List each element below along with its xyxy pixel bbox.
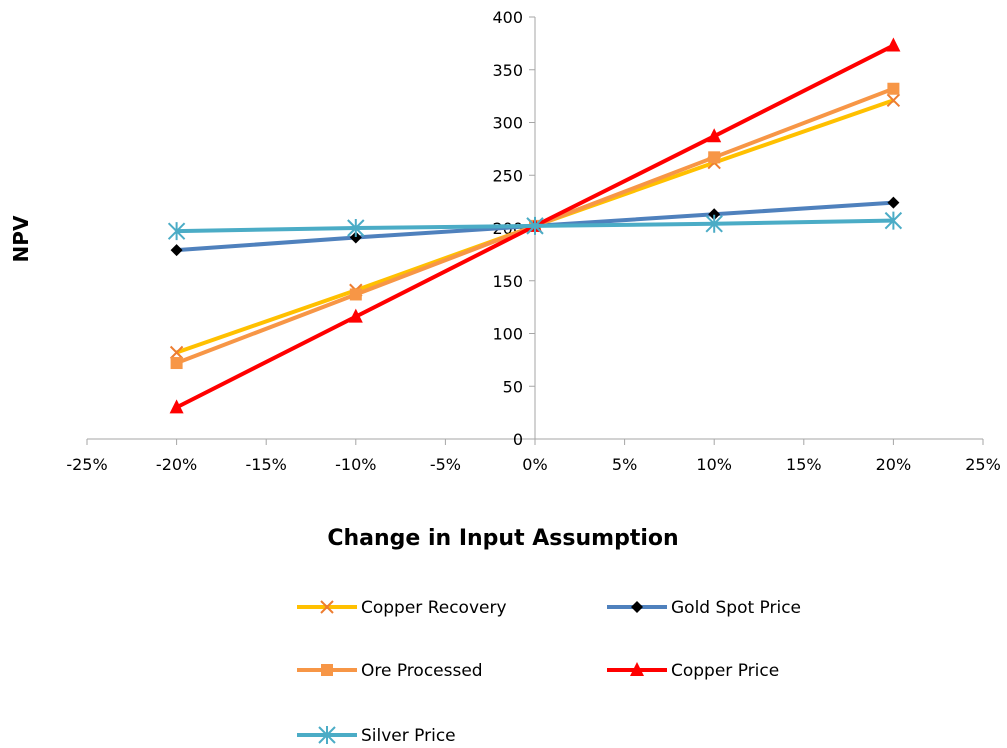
data-point xyxy=(705,214,723,233)
x-tick-label: 10% xyxy=(696,455,732,474)
x-axis-title: Change in Input Assumption xyxy=(327,526,678,551)
x-tick-label: -5% xyxy=(430,455,461,474)
legend-label: Gold Spot Price xyxy=(671,598,801,618)
data-point xyxy=(170,357,183,370)
x-tick-label: 5% xyxy=(612,455,637,474)
legend-item: Copper Recovery xyxy=(297,598,507,618)
y-axis-title: NPV xyxy=(9,215,33,262)
y-tick-label: 250 xyxy=(492,166,523,185)
data-point xyxy=(348,308,363,323)
x-tick-label: -25% xyxy=(66,455,107,474)
series-layer xyxy=(167,37,903,414)
y-tick-label: 50 xyxy=(503,377,523,396)
data-point xyxy=(349,231,362,244)
legend-label: Copper Recovery xyxy=(361,598,507,618)
y-tick-label: 300 xyxy=(492,114,523,133)
legend-label: Silver Price xyxy=(361,726,456,746)
legend-label: Copper Price xyxy=(671,661,779,681)
legend-marker xyxy=(320,600,334,614)
x-tick-label: -10% xyxy=(335,455,376,474)
y-tick-label: 150 xyxy=(492,272,523,291)
data-point xyxy=(169,399,184,414)
x-tick-label: 15% xyxy=(786,455,822,474)
data-point xyxy=(886,93,901,108)
data-point xyxy=(167,222,186,241)
x-tick-label: 0% xyxy=(522,455,547,474)
data-point xyxy=(170,244,183,257)
y-tick-label: 100 xyxy=(492,325,523,344)
y-tick-label: 350 xyxy=(492,61,523,80)
legend-marker xyxy=(630,662,644,676)
y-tick-label: 400 xyxy=(492,8,523,27)
x-tick-label: 25% xyxy=(965,455,1001,474)
data-point xyxy=(884,211,903,230)
legend-marker xyxy=(318,726,336,744)
data-point xyxy=(708,151,721,164)
data-point xyxy=(707,128,722,143)
y-tick-label: 0 xyxy=(513,430,523,449)
data-point xyxy=(887,196,900,209)
legend-marker xyxy=(321,664,333,676)
data-point xyxy=(169,345,184,360)
data-point xyxy=(886,37,901,52)
x-tick-label: -15% xyxy=(246,455,287,474)
legend: Copper Recovery Gold Spot Price Ore Proces… xyxy=(297,598,801,746)
data-point xyxy=(349,288,362,301)
x-tick-label: -20% xyxy=(156,455,197,474)
data-point xyxy=(708,208,721,221)
axes: -25% -20% -15% -10% -5% 0% 5% 10% 15% 20% 25% 0 50 10… xyxy=(66,8,1000,474)
data-point xyxy=(887,82,900,95)
legend-label: Ore Processed xyxy=(361,661,483,681)
data-point xyxy=(526,216,544,235)
series-4 xyxy=(167,211,903,241)
x-tick-label: 20% xyxy=(876,455,912,474)
legend-item: Ore Processed xyxy=(297,661,483,681)
legend-marker xyxy=(631,601,643,613)
data-point xyxy=(347,219,365,237)
legend-item: Copper Price xyxy=(607,661,779,681)
legend-item: Silver Price xyxy=(297,726,456,746)
legend-item: Gold Spot Price xyxy=(607,598,801,618)
